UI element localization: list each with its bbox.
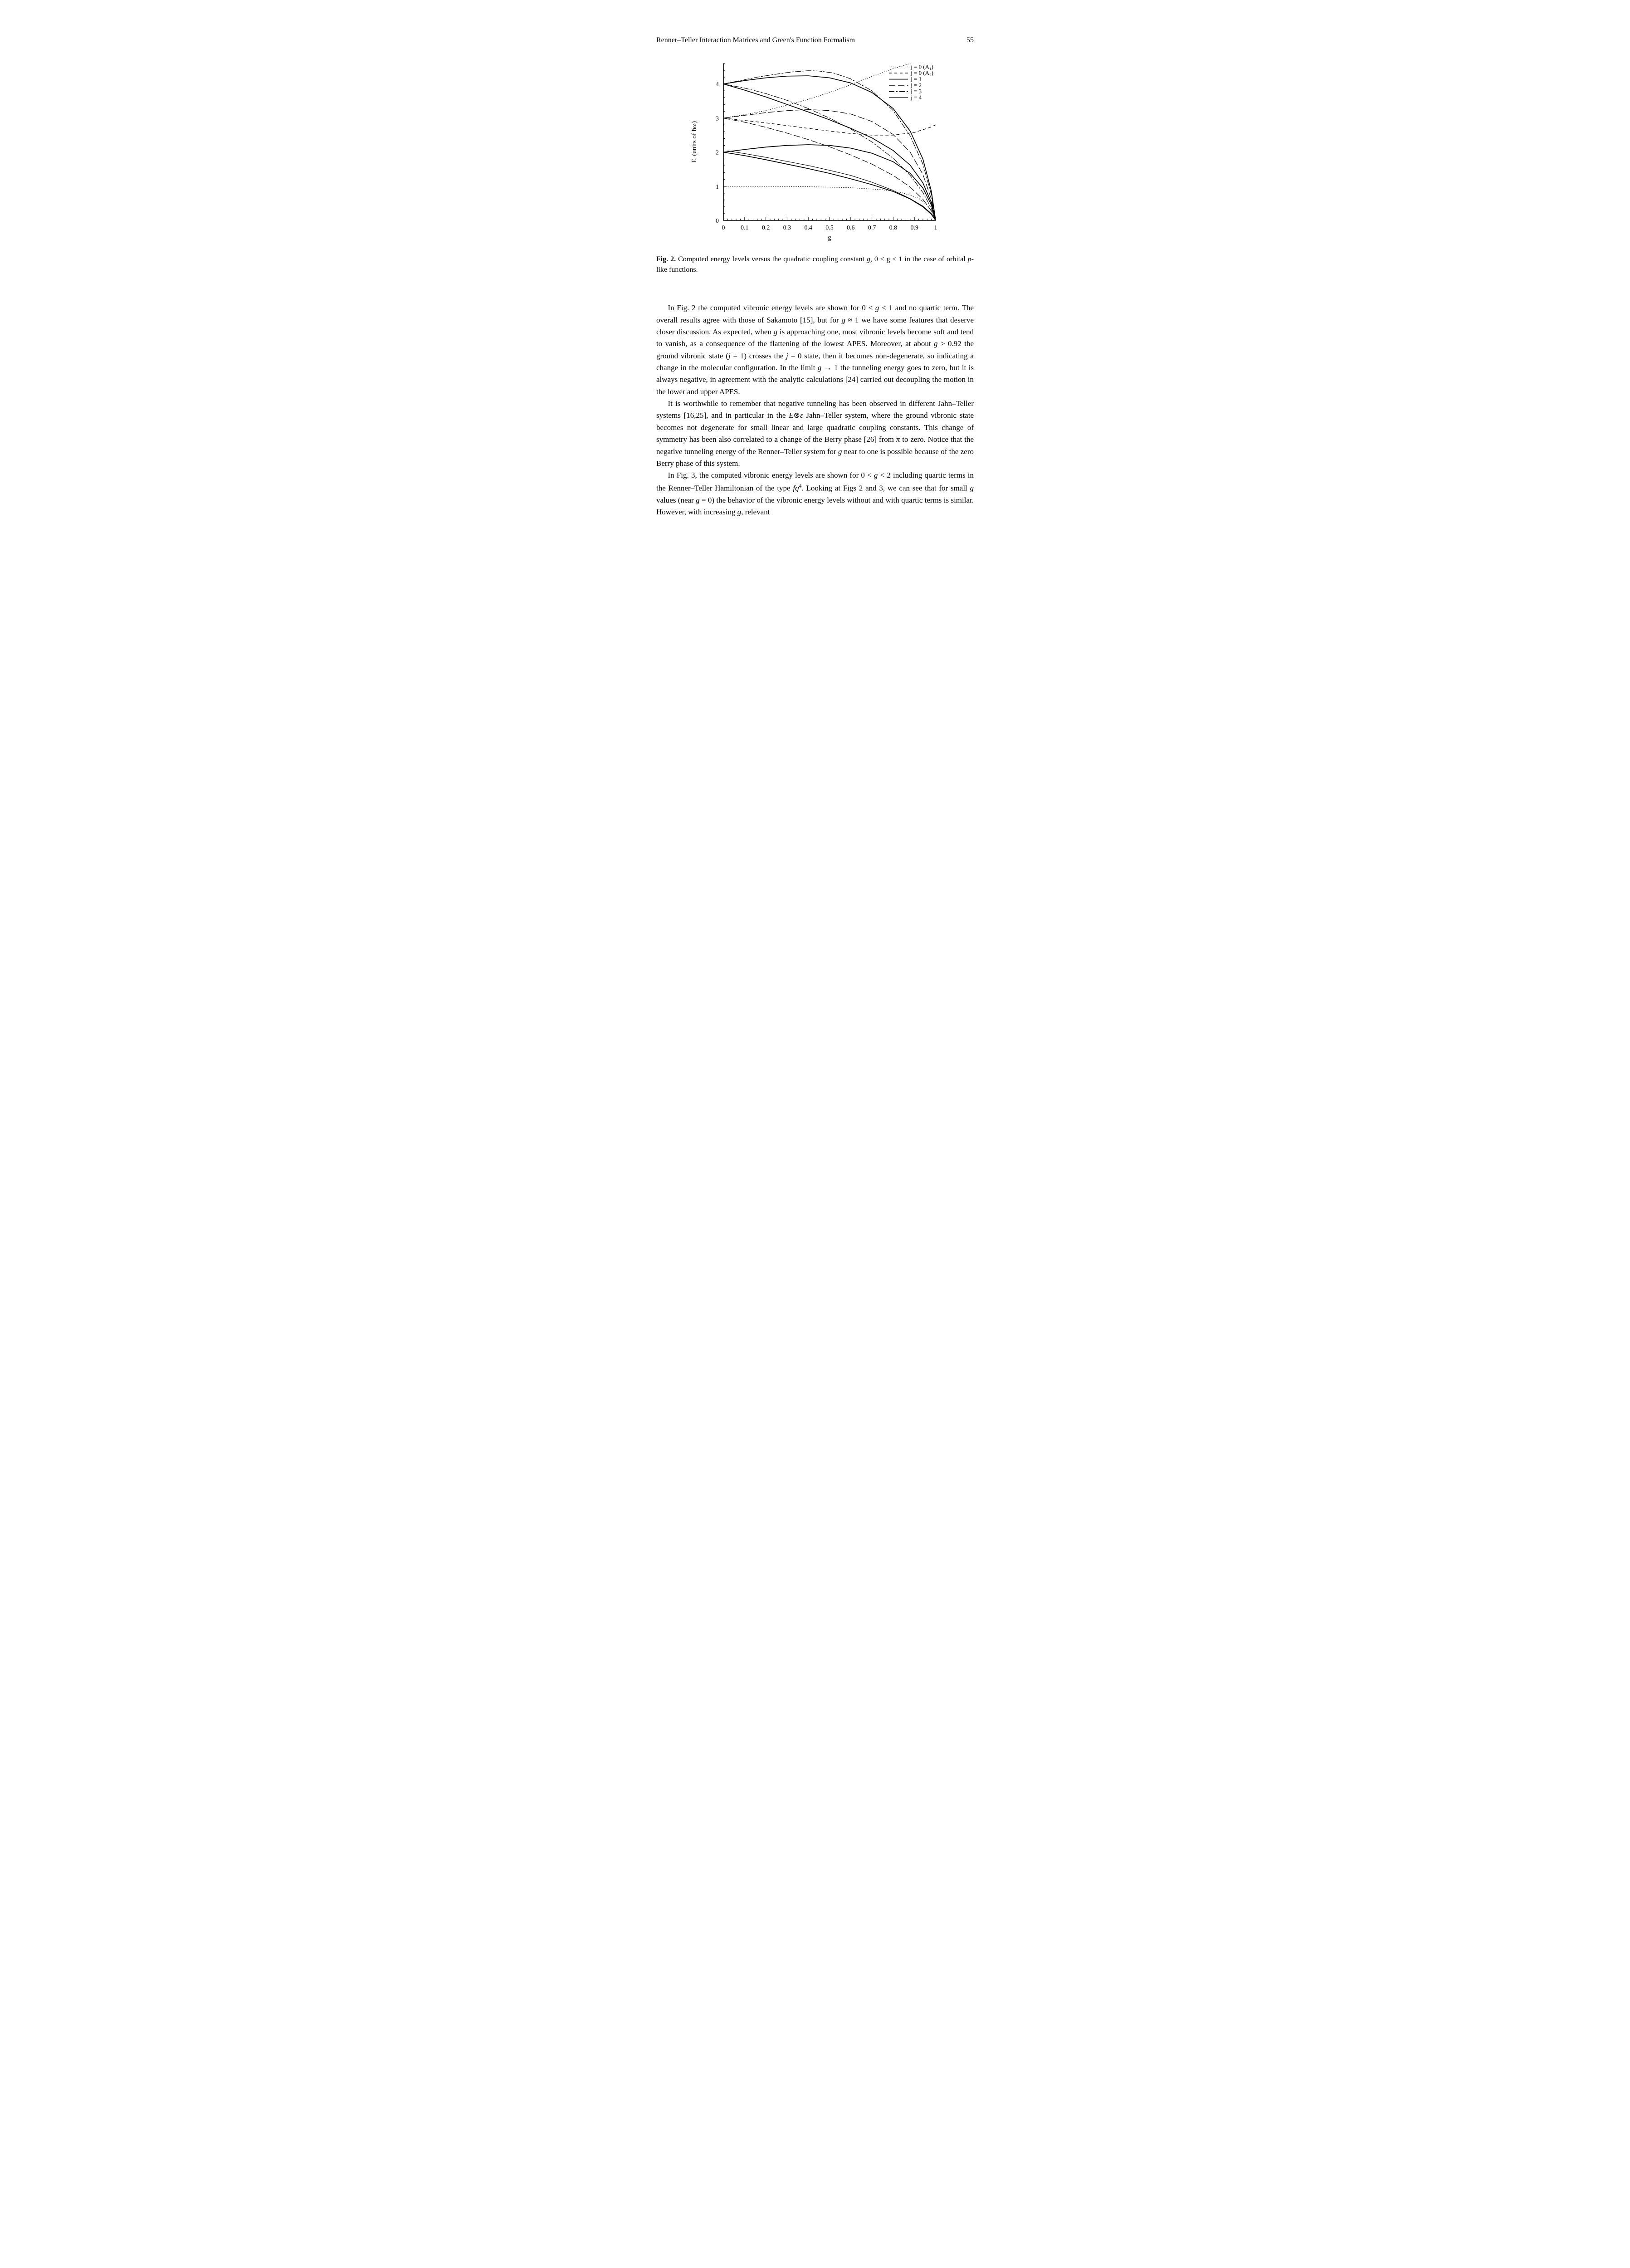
svg-text:j = 4: j = 4: [910, 94, 922, 101]
p2-otimes: ⊗: [794, 411, 800, 420]
p3-s3d: values (near: [656, 496, 696, 504]
p3-s3c: . Looking at Figs 2 and 3, we can see th…: [802, 484, 970, 492]
figure-2-chart: 0 0.1 0.2 0.3 0.4 0.5 0.6 0.7 0.8 0.9 1 0 1 2 3 4 g Eᵢ (u…: [688, 55, 942, 246]
svg-text:Eᵢ (units of ħω): Eᵢ (units of ħω): [691, 121, 698, 163]
running-title: Renner–Teller Interaction Matrices and G…: [656, 36, 855, 44]
p2-eps: ε: [800, 411, 803, 420]
p3-s3f: , relevant: [741, 508, 770, 516]
svg-text:2: 2: [716, 150, 719, 156]
paragraph-1: In Fig. 2 the computed vibronic energy l…: [656, 302, 974, 398]
svg-text:0.6: 0.6: [847, 225, 855, 231]
p3-fq-q: q: [795, 484, 799, 492]
caption-var-g: g: [867, 255, 870, 263]
caption-var-p: p: [968, 255, 971, 263]
svg-text:0: 0: [722, 225, 725, 231]
p3-g4: g: [737, 508, 742, 516]
p3-g2: g: [970, 484, 974, 492]
p1-g4: g: [934, 339, 938, 348]
svg-text:1: 1: [716, 184, 719, 191]
svg-text:3: 3: [716, 115, 719, 122]
body-text: In Fig. 2 the computed vibronic energy l…: [656, 302, 974, 518]
paragraph-2: It is worthwhile to remember that negati…: [656, 398, 974, 469]
p2-E: E: [789, 411, 793, 420]
caption-label: Fig. 2.: [656, 255, 676, 263]
svg-text:4: 4: [716, 81, 719, 88]
caption-range: , 0 < g < 1 in the case of orbital: [870, 255, 968, 263]
p1-s1f: = 1) crosses the: [731, 352, 786, 360]
p1-g3: g: [774, 327, 778, 336]
figure-2-caption: Fig. 2. Computed energy levels versus th…: [656, 254, 974, 275]
p3-g3: g: [696, 496, 700, 504]
p3-s3e: = 0) the behavior of the vibronic energy…: [656, 496, 974, 516]
svg-text:0.5: 0.5: [825, 225, 834, 231]
svg-text:1: 1: [934, 225, 937, 231]
svg-text:0.1: 0.1: [741, 225, 749, 231]
running-head: Renner–Teller Interaction Matrices and G…: [656, 36, 974, 44]
svg-text:0.8: 0.8: [889, 225, 898, 231]
page: Renner–Teller Interaction Matrices and G…: [611, 0, 1019, 572]
p1-s1a: In Fig. 2 the computed vibronic energy l…: [668, 303, 875, 312]
page-number: 55: [966, 36, 974, 44]
svg-text:g: g: [828, 234, 831, 241]
caption-text-1: Computed energy levels versus the quadra…: [676, 255, 867, 263]
p1-g2: g: [841, 316, 845, 324]
svg-text:0.3: 0.3: [783, 225, 791, 231]
p3-s3a: In Fig. 3, the computed vibronic energy …: [668, 471, 874, 479]
svg-text:0: 0: [716, 218, 719, 225]
svg-text:0.2: 0.2: [762, 225, 770, 231]
svg-text:0.4: 0.4: [804, 225, 812, 231]
figure-2: 0 0.1 0.2 0.3 0.4 0.5 0.6 0.7 0.8 0.9 1 0 1 2 3 4 g Eᵢ (u…: [656, 55, 974, 246]
svg-text:0.7: 0.7: [868, 225, 876, 231]
svg-text:0.9: 0.9: [910, 225, 918, 231]
paragraph-3: In Fig. 3, the computed vibronic energy …: [656, 469, 974, 518]
